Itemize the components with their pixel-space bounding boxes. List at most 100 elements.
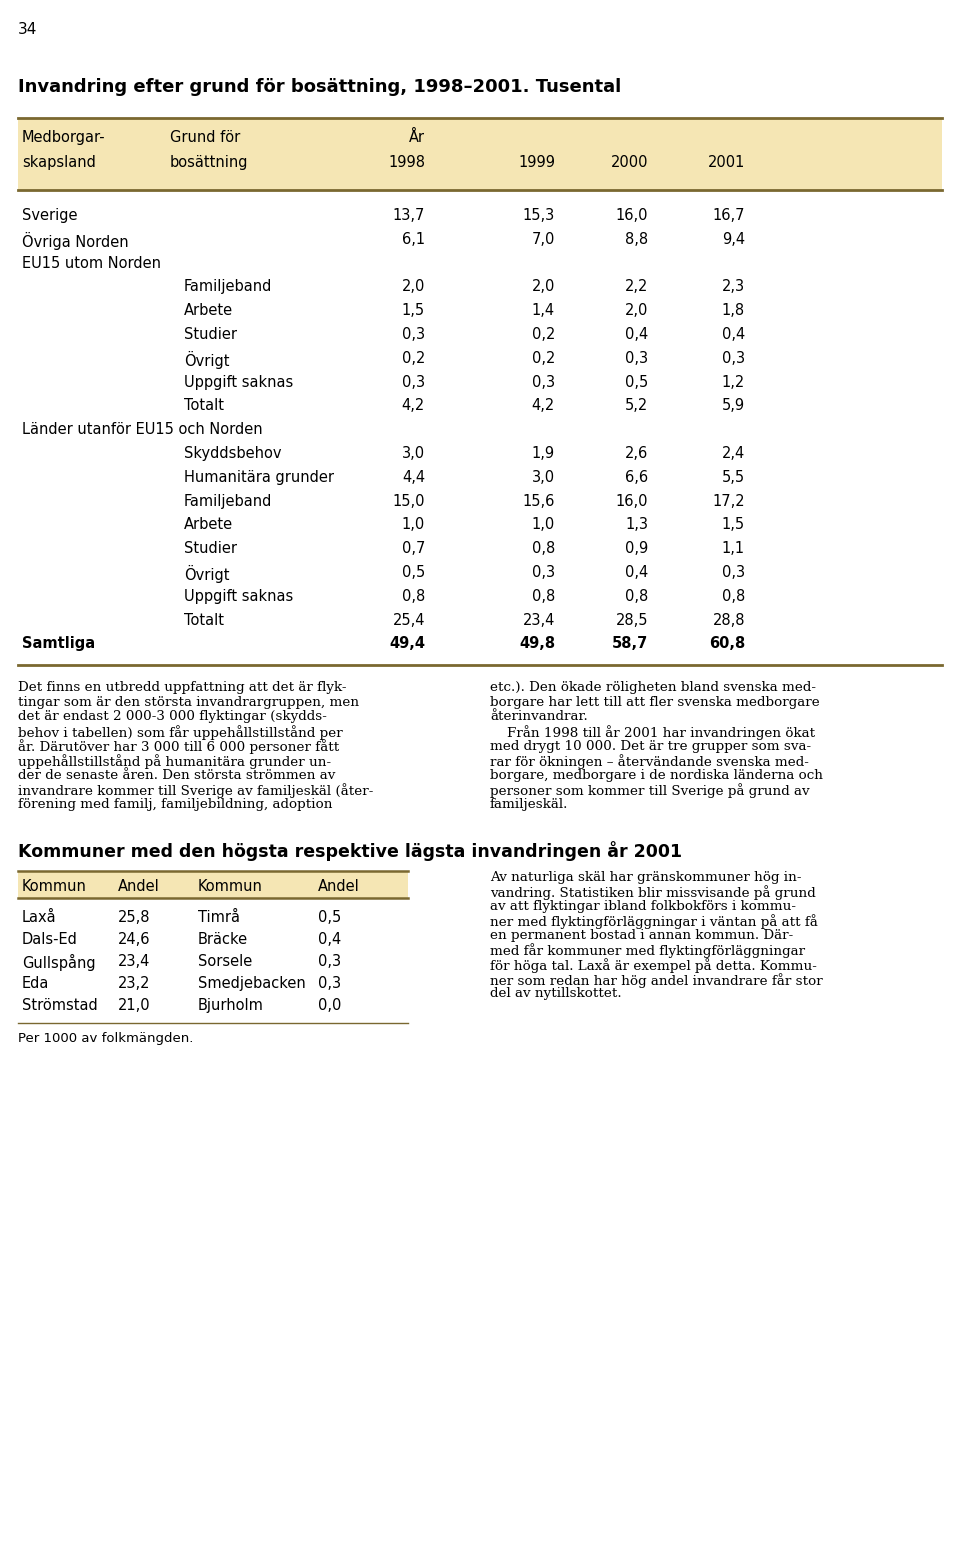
Text: Det finns en utbredd uppfattning att det är flyk-: Det finns en utbredd uppfattning att det… bbox=[18, 682, 347, 694]
Text: 0,4: 0,4 bbox=[722, 327, 745, 342]
Text: 17,2: 17,2 bbox=[712, 494, 745, 508]
Text: Gullspång: Gullspång bbox=[22, 954, 96, 971]
Text: 0,3: 0,3 bbox=[722, 350, 745, 366]
Text: 25,8: 25,8 bbox=[118, 909, 151, 925]
Text: 49,8: 49,8 bbox=[518, 637, 555, 652]
Text: Samtliga: Samtliga bbox=[22, 637, 95, 652]
Text: Studier: Studier bbox=[184, 541, 237, 556]
Text: 1998: 1998 bbox=[388, 155, 425, 170]
Text: 3,0: 3,0 bbox=[402, 446, 425, 462]
Text: återinvandrar.: återinvandrar. bbox=[490, 711, 588, 723]
Text: uppehållstillstånd på humanitära grunder un-: uppehållstillstånd på humanitära grunder… bbox=[18, 754, 331, 768]
Text: 16,7: 16,7 bbox=[712, 208, 745, 223]
Text: Andel: Andel bbox=[318, 878, 360, 894]
Text: ner som redan har hög andel invandrare får stor: ner som redan har hög andel invandrare f… bbox=[490, 973, 823, 988]
Text: 0,9: 0,9 bbox=[625, 541, 648, 556]
Text: Övriga Norden: Övriga Norden bbox=[22, 232, 129, 249]
Text: förening med familj, familjebildning, adoption: förening med familj, familjebildning, ad… bbox=[18, 798, 332, 812]
Text: 1,8: 1,8 bbox=[722, 304, 745, 318]
Text: Länder utanför EU15 och Norden: Länder utanför EU15 och Norden bbox=[22, 423, 263, 437]
Text: år. Därutöver har 3 000 till 6 000 personer fått: år. Därutöver har 3 000 till 6 000 perso… bbox=[18, 739, 339, 754]
Text: 0,2: 0,2 bbox=[401, 350, 425, 366]
Text: År: År bbox=[409, 130, 425, 146]
Text: 24,6: 24,6 bbox=[118, 931, 151, 946]
Text: det är endast 2 000-3 000 flyktingar (skydds-: det är endast 2 000-3 000 flyktingar (sk… bbox=[18, 711, 326, 723]
Text: Per 1000 av folkmängden.: Per 1000 av folkmängden. bbox=[18, 1032, 193, 1044]
Text: Uppgift saknas: Uppgift saknas bbox=[184, 589, 293, 604]
Text: 0,3: 0,3 bbox=[625, 350, 648, 366]
Text: 34: 34 bbox=[18, 22, 37, 37]
Text: 5,5: 5,5 bbox=[722, 469, 745, 485]
Text: 23,4: 23,4 bbox=[522, 612, 555, 627]
Text: 13,7: 13,7 bbox=[393, 208, 425, 223]
Text: 16,0: 16,0 bbox=[615, 494, 648, 508]
Text: 49,4: 49,4 bbox=[389, 637, 425, 652]
Bar bbox=[18, 871, 408, 897]
Text: EU15 utom Norden: EU15 utom Norden bbox=[22, 256, 161, 271]
Text: 0,3: 0,3 bbox=[532, 375, 555, 390]
Text: 1,0: 1,0 bbox=[401, 517, 425, 533]
Text: Bjurholm: Bjurholm bbox=[198, 998, 264, 1013]
Text: Medborgar-: Medborgar- bbox=[22, 130, 106, 146]
Text: av att flyktingar ibland folkbokförs i kommu-: av att flyktingar ibland folkbokförs i k… bbox=[490, 900, 796, 912]
Text: 0,3: 0,3 bbox=[318, 954, 341, 968]
Text: 0,4: 0,4 bbox=[625, 565, 648, 579]
Text: 0,4: 0,4 bbox=[318, 931, 341, 946]
Text: Andel: Andel bbox=[118, 878, 159, 894]
Text: 15,0: 15,0 bbox=[393, 494, 425, 508]
Text: personer som kommer till Sverige på grund av: personer som kommer till Sverige på grun… bbox=[490, 784, 809, 798]
Text: 23,4: 23,4 bbox=[118, 954, 151, 968]
Text: 0,5: 0,5 bbox=[318, 909, 341, 925]
Text: 15,3: 15,3 bbox=[523, 208, 555, 223]
Text: 2001: 2001 bbox=[708, 155, 745, 170]
Text: Skyddsbehov: Skyddsbehov bbox=[184, 446, 281, 462]
Text: 2,0: 2,0 bbox=[625, 304, 648, 318]
Text: 4,2: 4,2 bbox=[532, 398, 555, 414]
Text: 0,3: 0,3 bbox=[402, 327, 425, 342]
Text: 28,5: 28,5 bbox=[615, 612, 648, 627]
Text: 2000: 2000 bbox=[611, 155, 648, 170]
Text: 4,2: 4,2 bbox=[401, 398, 425, 414]
Text: tingar som är den största invandrargruppen, men: tingar som är den största invandrargrupp… bbox=[18, 696, 359, 709]
Text: bosättning: bosättning bbox=[170, 155, 249, 170]
Text: med får kommuner med flyktingförläggningar: med får kommuner med flyktingförläggning… bbox=[490, 943, 805, 959]
Text: ner med flyktingförläggningar i väntan på att få: ner med flyktingförläggningar i väntan p… bbox=[490, 914, 818, 929]
Text: Timrå: Timrå bbox=[198, 909, 240, 925]
Text: Strömstad: Strömstad bbox=[22, 998, 98, 1013]
Text: 5,2: 5,2 bbox=[625, 398, 648, 414]
Text: etc.). Den ökade röligheten bland svenska med-: etc.). Den ökade röligheten bland svensk… bbox=[490, 682, 816, 694]
Text: Bräcke: Bräcke bbox=[198, 931, 248, 946]
Text: borgare, medborgare i de nordiska länderna och: borgare, medborgare i de nordiska länder… bbox=[490, 768, 823, 782]
Text: Grund för: Grund för bbox=[170, 130, 240, 146]
Text: 1,5: 1,5 bbox=[402, 304, 425, 318]
Text: Humanitära grunder: Humanitära grunder bbox=[184, 469, 334, 485]
Text: Familjeband: Familjeband bbox=[184, 279, 273, 294]
Text: 60,8: 60,8 bbox=[708, 637, 745, 652]
Text: 0,7: 0,7 bbox=[401, 541, 425, 556]
Bar bbox=[18, 118, 942, 191]
Text: 21,0: 21,0 bbox=[118, 998, 151, 1013]
Text: 0,4: 0,4 bbox=[625, 327, 648, 342]
Text: 2,2: 2,2 bbox=[625, 279, 648, 294]
Text: Studier: Studier bbox=[184, 327, 237, 342]
Text: 7,0: 7,0 bbox=[532, 232, 555, 246]
Text: 0,0: 0,0 bbox=[318, 998, 342, 1013]
Text: skapsland: skapsland bbox=[22, 155, 96, 170]
Text: 0,2: 0,2 bbox=[532, 350, 555, 366]
Text: 1,0: 1,0 bbox=[532, 517, 555, 533]
Text: 1,2: 1,2 bbox=[722, 375, 745, 390]
Text: 15,6: 15,6 bbox=[522, 494, 555, 508]
Text: 6,1: 6,1 bbox=[402, 232, 425, 246]
Text: Laxå: Laxå bbox=[22, 909, 57, 925]
Text: 2,0: 2,0 bbox=[401, 279, 425, 294]
Text: 2,0: 2,0 bbox=[532, 279, 555, 294]
Text: 1,9: 1,9 bbox=[532, 446, 555, 462]
Text: 1,1: 1,1 bbox=[722, 541, 745, 556]
Text: familjeskäl.: familjeskäl. bbox=[490, 798, 568, 812]
Text: med drygt 10 000. Det är tre grupper som sva-: med drygt 10 000. Det är tre grupper som… bbox=[490, 739, 811, 753]
Text: 25,4: 25,4 bbox=[393, 612, 425, 627]
Text: behov i tabellen) som får uppehållstillstånd per: behov i tabellen) som får uppehållstills… bbox=[18, 725, 343, 740]
Text: Kommuner med den högsta respektive lägsta invandringen år 2001: Kommuner med den högsta respektive lägst… bbox=[18, 841, 683, 861]
Text: Uppgift saknas: Uppgift saknas bbox=[184, 375, 293, 390]
Text: Övrigt: Övrigt bbox=[184, 565, 229, 582]
